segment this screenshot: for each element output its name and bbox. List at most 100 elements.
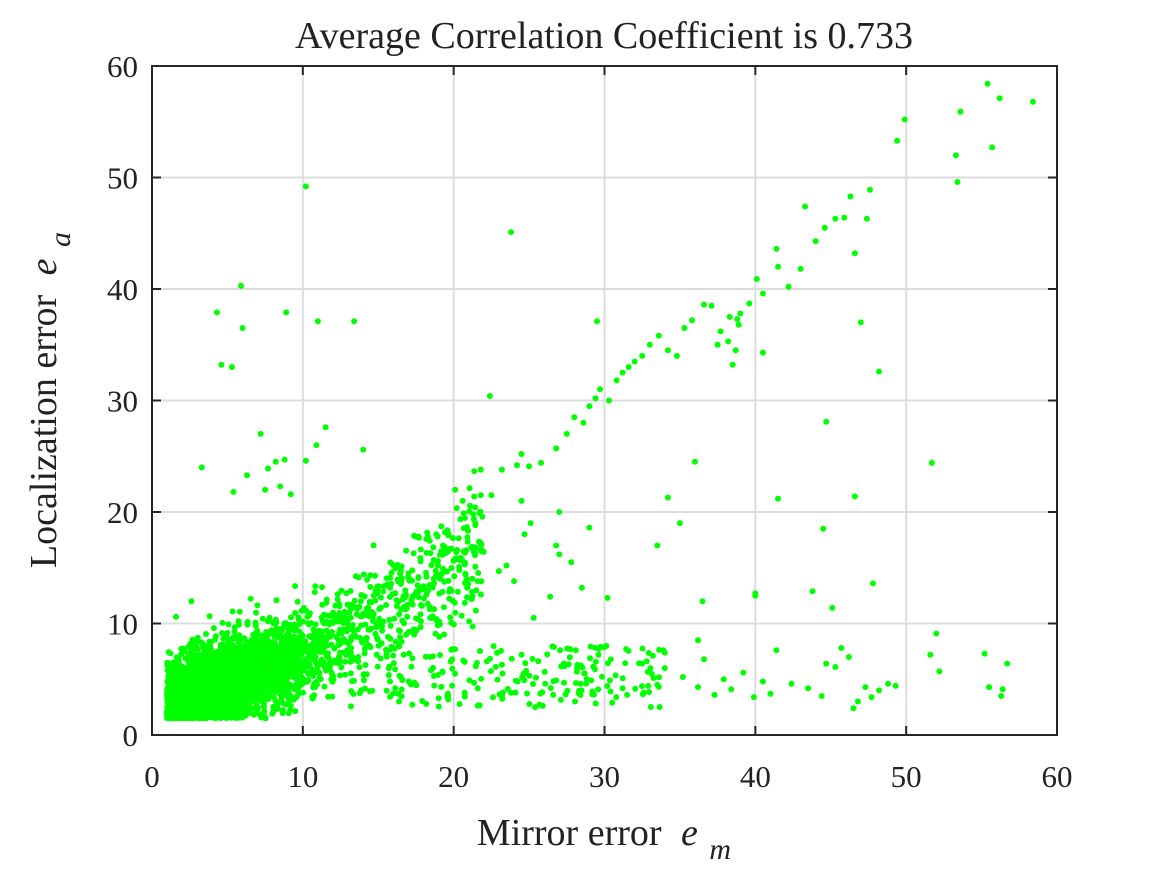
data-point-cluster bbox=[262, 715, 269, 722]
data-point bbox=[281, 456, 288, 463]
data-point-cluster bbox=[271, 706, 278, 713]
data-point-cluster bbox=[179, 692, 186, 699]
data-point-cluster bbox=[261, 703, 267, 710]
data-point-cluster bbox=[639, 645, 646, 652]
x-tick-label: 20 bbox=[438, 759, 469, 794]
data-point-cluster bbox=[311, 589, 318, 596]
data-point bbox=[867, 186, 873, 193]
data-point bbox=[818, 693, 825, 699]
data-point-cluster bbox=[223, 661, 230, 668]
data-point-cluster bbox=[622, 660, 629, 667]
data-point-cluster bbox=[174, 714, 181, 721]
data-point-cluster bbox=[438, 683, 445, 690]
data-point-cluster bbox=[298, 643, 305, 650]
data-point-cluster bbox=[436, 621, 443, 628]
data-point bbox=[397, 674, 404, 680]
data-point-cluster bbox=[173, 682, 180, 689]
data-point-cluster bbox=[342, 658, 349, 665]
data-point-cluster bbox=[508, 689, 514, 696]
data-point bbox=[788, 680, 795, 687]
data-point-cluster bbox=[623, 646, 630, 653]
data-point-cluster bbox=[603, 642, 610, 649]
data-point-cluster bbox=[179, 675, 186, 682]
data-point bbox=[773, 647, 780, 654]
data-point bbox=[885, 680, 892, 687]
data-point bbox=[639, 352, 646, 359]
x-tick-label: 40 bbox=[740, 759, 771, 794]
data-point-cluster bbox=[595, 645, 602, 652]
data-point-cluster bbox=[471, 468, 478, 475]
svg-text:Localization error e: Localization error e a bbox=[23, 232, 77, 568]
data-point-cluster bbox=[196, 657, 203, 664]
data-point bbox=[894, 137, 901, 144]
data-point-cluster bbox=[471, 679, 477, 686]
data-point-cluster bbox=[197, 683, 203, 690]
data-point-cluster bbox=[398, 638, 405, 645]
data-point-cluster bbox=[639, 660, 646, 667]
data-point bbox=[302, 457, 309, 464]
data-point-cluster bbox=[424, 529, 431, 536]
data-point-cluster bbox=[292, 583, 299, 590]
data-point bbox=[262, 486, 269, 493]
data-point-cluster bbox=[315, 637, 322, 644]
data-point bbox=[613, 377, 620, 384]
data-point bbox=[957, 108, 964, 115]
x-tick-label: 30 bbox=[589, 759, 620, 794]
data-point bbox=[936, 668, 943, 675]
data-point bbox=[287, 491, 294, 498]
data-point bbox=[876, 368, 882, 375]
data-point-cluster bbox=[220, 683, 227, 689]
data-point-cluster bbox=[522, 660, 529, 667]
data-point-cluster bbox=[405, 570, 412, 577]
data-point-cluster bbox=[383, 687, 390, 694]
data-point bbox=[532, 704, 539, 711]
data-point-cluster bbox=[364, 576, 371, 583]
data-point-cluster bbox=[380, 588, 387, 595]
data-point-cluster bbox=[477, 539, 484, 546]
data-point-cluster bbox=[291, 627, 298, 634]
data-point bbox=[646, 341, 653, 348]
data-point-cluster bbox=[539, 689, 546, 696]
data-point-cluster bbox=[451, 573, 458, 580]
svg-text:Mirror error e m: Mirror error e m bbox=[477, 812, 731, 866]
data-point-cluster bbox=[343, 652, 350, 658]
data-point bbox=[701, 301, 707, 308]
data-point-cluster bbox=[347, 601, 354, 608]
data-point-cluster bbox=[387, 635, 394, 642]
data-point bbox=[571, 414, 578, 421]
data-point-cluster bbox=[595, 686, 602, 693]
data-point-cluster bbox=[336, 601, 343, 608]
data-point-cluster bbox=[564, 645, 571, 652]
data-point-cluster bbox=[259, 657, 265, 664]
data-point-cluster bbox=[346, 609, 353, 616]
data-point-cluster bbox=[197, 676, 204, 683]
data-point-cluster bbox=[338, 587, 345, 594]
data-point-cluster bbox=[330, 676, 337, 683]
data-point-cluster bbox=[183, 714, 190, 721]
data-point-cluster bbox=[428, 562, 435, 569]
data-point-cluster bbox=[587, 643, 594, 650]
data-point-cluster bbox=[243, 653, 250, 660]
data-point-cluster bbox=[387, 693, 394, 700]
data-point bbox=[538, 459, 545, 466]
data-point-cluster bbox=[403, 547, 410, 554]
data-point bbox=[550, 691, 557, 698]
data-point-cluster bbox=[363, 637, 369, 644]
data-point-cluster bbox=[292, 610, 299, 616]
data-point-cluster bbox=[393, 603, 400, 609]
data-point-cluster bbox=[435, 695, 442, 702]
data-point bbox=[244, 472, 250, 479]
data-point-cluster bbox=[394, 564, 401, 570]
data-point-cluster bbox=[185, 705, 192, 712]
data-point bbox=[474, 685, 481, 692]
data-point-cluster bbox=[434, 533, 441, 540]
data-point-cluster bbox=[372, 572, 379, 579]
data-point-cluster bbox=[656, 704, 663, 710]
data-point bbox=[580, 419, 587, 426]
data-point-cluster bbox=[361, 646, 368, 652]
data-point-cluster bbox=[273, 625, 280, 632]
data-point bbox=[999, 686, 1006, 693]
data-point-cluster bbox=[367, 583, 374, 590]
data-point-cluster bbox=[295, 691, 302, 698]
data-point-cluster bbox=[360, 672, 367, 678]
